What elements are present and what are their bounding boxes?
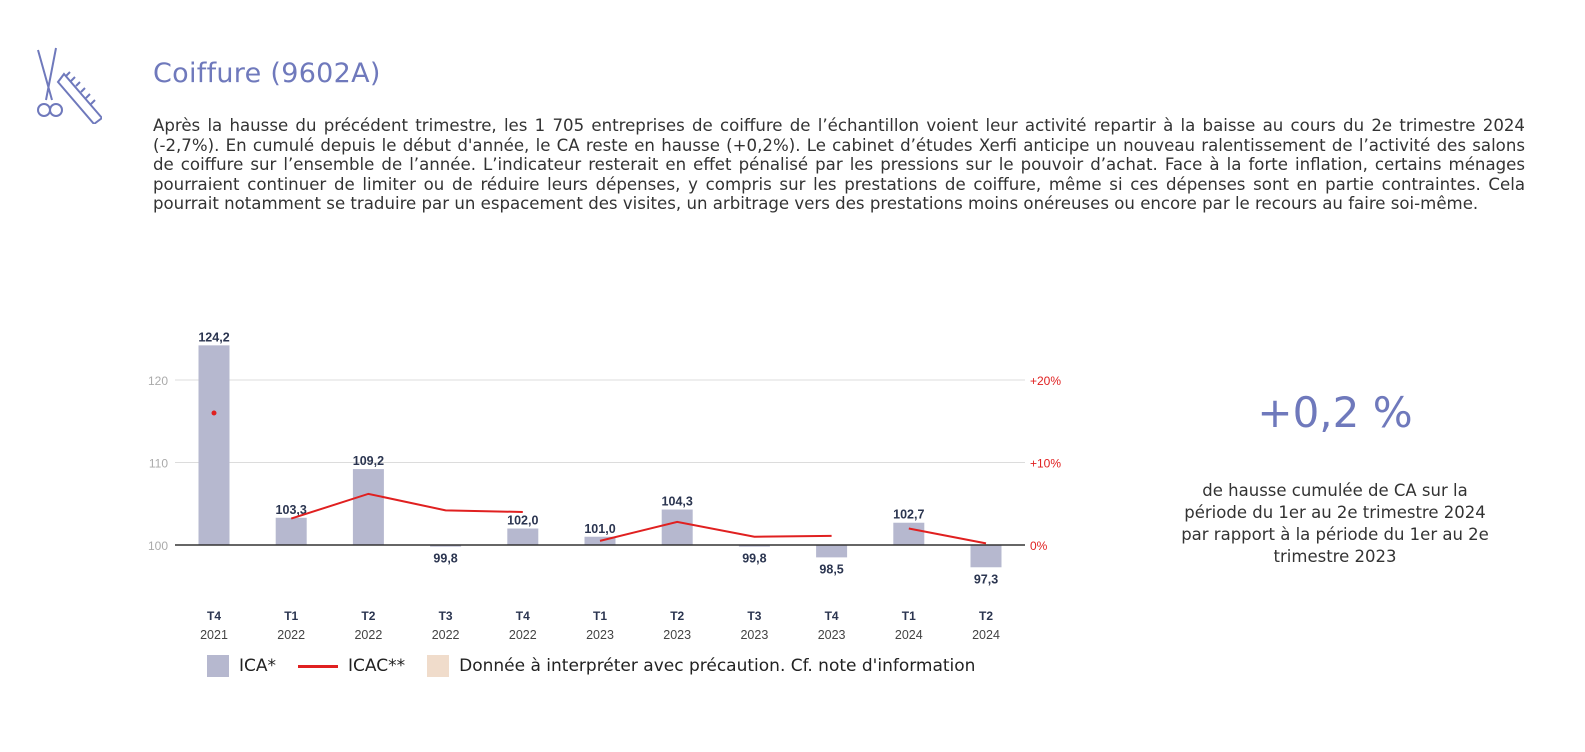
bar-1 — [275, 517, 307, 545]
bar-label: 104,3 — [662, 495, 693, 509]
page-title: Coiffure (9602A) — [153, 58, 381, 89]
bar-3 — [430, 545, 462, 547]
bar-7 — [738, 545, 770, 547]
legend-caution-label: Donnée à interpréter avec précaution. Cf… — [459, 656, 976, 676]
bar-0 — [198, 345, 230, 545]
legend-ica-swatch — [207, 655, 229, 677]
left-axis-tick: 100 — [148, 539, 168, 553]
icac-line — [908, 527, 987, 545]
bar-label: 99,8 — [742, 552, 766, 566]
bar-9 — [893, 522, 925, 545]
chart-legend: ICA* ICAC** Donnée à interpréter avec pr… — [207, 655, 997, 677]
bar-label: 103,3 — [276, 503, 307, 517]
right-axis-tick: +10% — [1030, 457, 1061, 471]
legend-icac-label: ICAC** — [348, 656, 406, 676]
x-tick-quarter: T4 — [516, 609, 530, 623]
icac-line — [599, 520, 832, 542]
x-tick-quarter: T3 — [439, 609, 453, 623]
left-axis-tick: 110 — [149, 457, 168, 471]
x-tick-quarter: T4 — [825, 609, 839, 623]
right-axis-tick: +20% — [1030, 374, 1061, 388]
legend-caution-swatch — [427, 655, 450, 677]
bar-2 — [352, 469, 384, 545]
icac-line — [290, 492, 523, 520]
x-tick-year: 2023 — [586, 628, 614, 642]
kpi-value: +0,2 % — [1257, 388, 1413, 437]
bar-label: 109,2 — [353, 454, 384, 468]
x-tick-quarter: T4 — [207, 609, 221, 623]
legend-icac: ICAC** — [298, 656, 405, 676]
x-tick-year: 2022 — [277, 628, 305, 642]
legend-ica-label: ICA* — [239, 656, 277, 676]
left-axis-tick: 120 — [148, 374, 168, 388]
bar-10 — [970, 545, 1002, 568]
bar-label: 99,8 — [433, 552, 457, 566]
x-tick-quarter: T2 — [361, 609, 375, 623]
x-tick-year: 2022 — [432, 628, 460, 642]
bar-label: 124,2 — [198, 330, 229, 344]
x-tick-year: 2023 — [663, 628, 691, 642]
x-tick-year: 2023 — [740, 628, 768, 642]
legend-ica: ICA* — [207, 655, 276, 677]
x-tick-year: 2022 — [354, 628, 382, 642]
x-tick-year: 2024 — [972, 628, 1000, 642]
legend-caution: Donnée à interpréter avec précaution. Cf… — [427, 655, 975, 677]
ica-chart: 100 110 120 0% +10% +20% 124,2 103,3 109,2 99,8 10… — [148, 330, 1061, 642]
x-tick-quarter: T1 — [902, 609, 916, 623]
x-tick-quarter: T2 — [670, 609, 684, 623]
x-tick-year: 2024 — [895, 628, 923, 642]
icac-point — [211, 410, 217, 416]
x-tick-quarter: T1 — [284, 609, 298, 623]
bar-label: 102,7 — [893, 508, 924, 522]
x-tick-year: 2022 — [509, 628, 537, 642]
legend-icac-line — [298, 664, 339, 668]
x-tick-quarter: T1 — [593, 609, 607, 623]
x-tick-year: 2021 — [200, 628, 228, 642]
bar-label: 101,0 — [584, 522, 615, 536]
x-tick-quarter: T3 — [747, 609, 761, 623]
kpi-description: de hausse cumulée de CA sur la période d… — [1181, 481, 1489, 566]
bar-4 — [507, 528, 539, 545]
bar-8 — [816, 545, 848, 558]
bar-6 — [661, 509, 693, 545]
x-tick-quarter: T2 — [979, 609, 993, 623]
bar-label: 98,5 — [819, 562, 843, 576]
description-paragraph: Après la hausse du précédent trimestre, … — [153, 116, 1525, 214]
bar-label: 97,3 — [974, 572, 998, 586]
bar-label: 102,0 — [507, 514, 538, 528]
scissors-comb-icon — [37, 47, 102, 124]
right-axis-tick: 0% — [1030, 539, 1048, 553]
x-tick-year: 2023 — [818, 628, 846, 642]
